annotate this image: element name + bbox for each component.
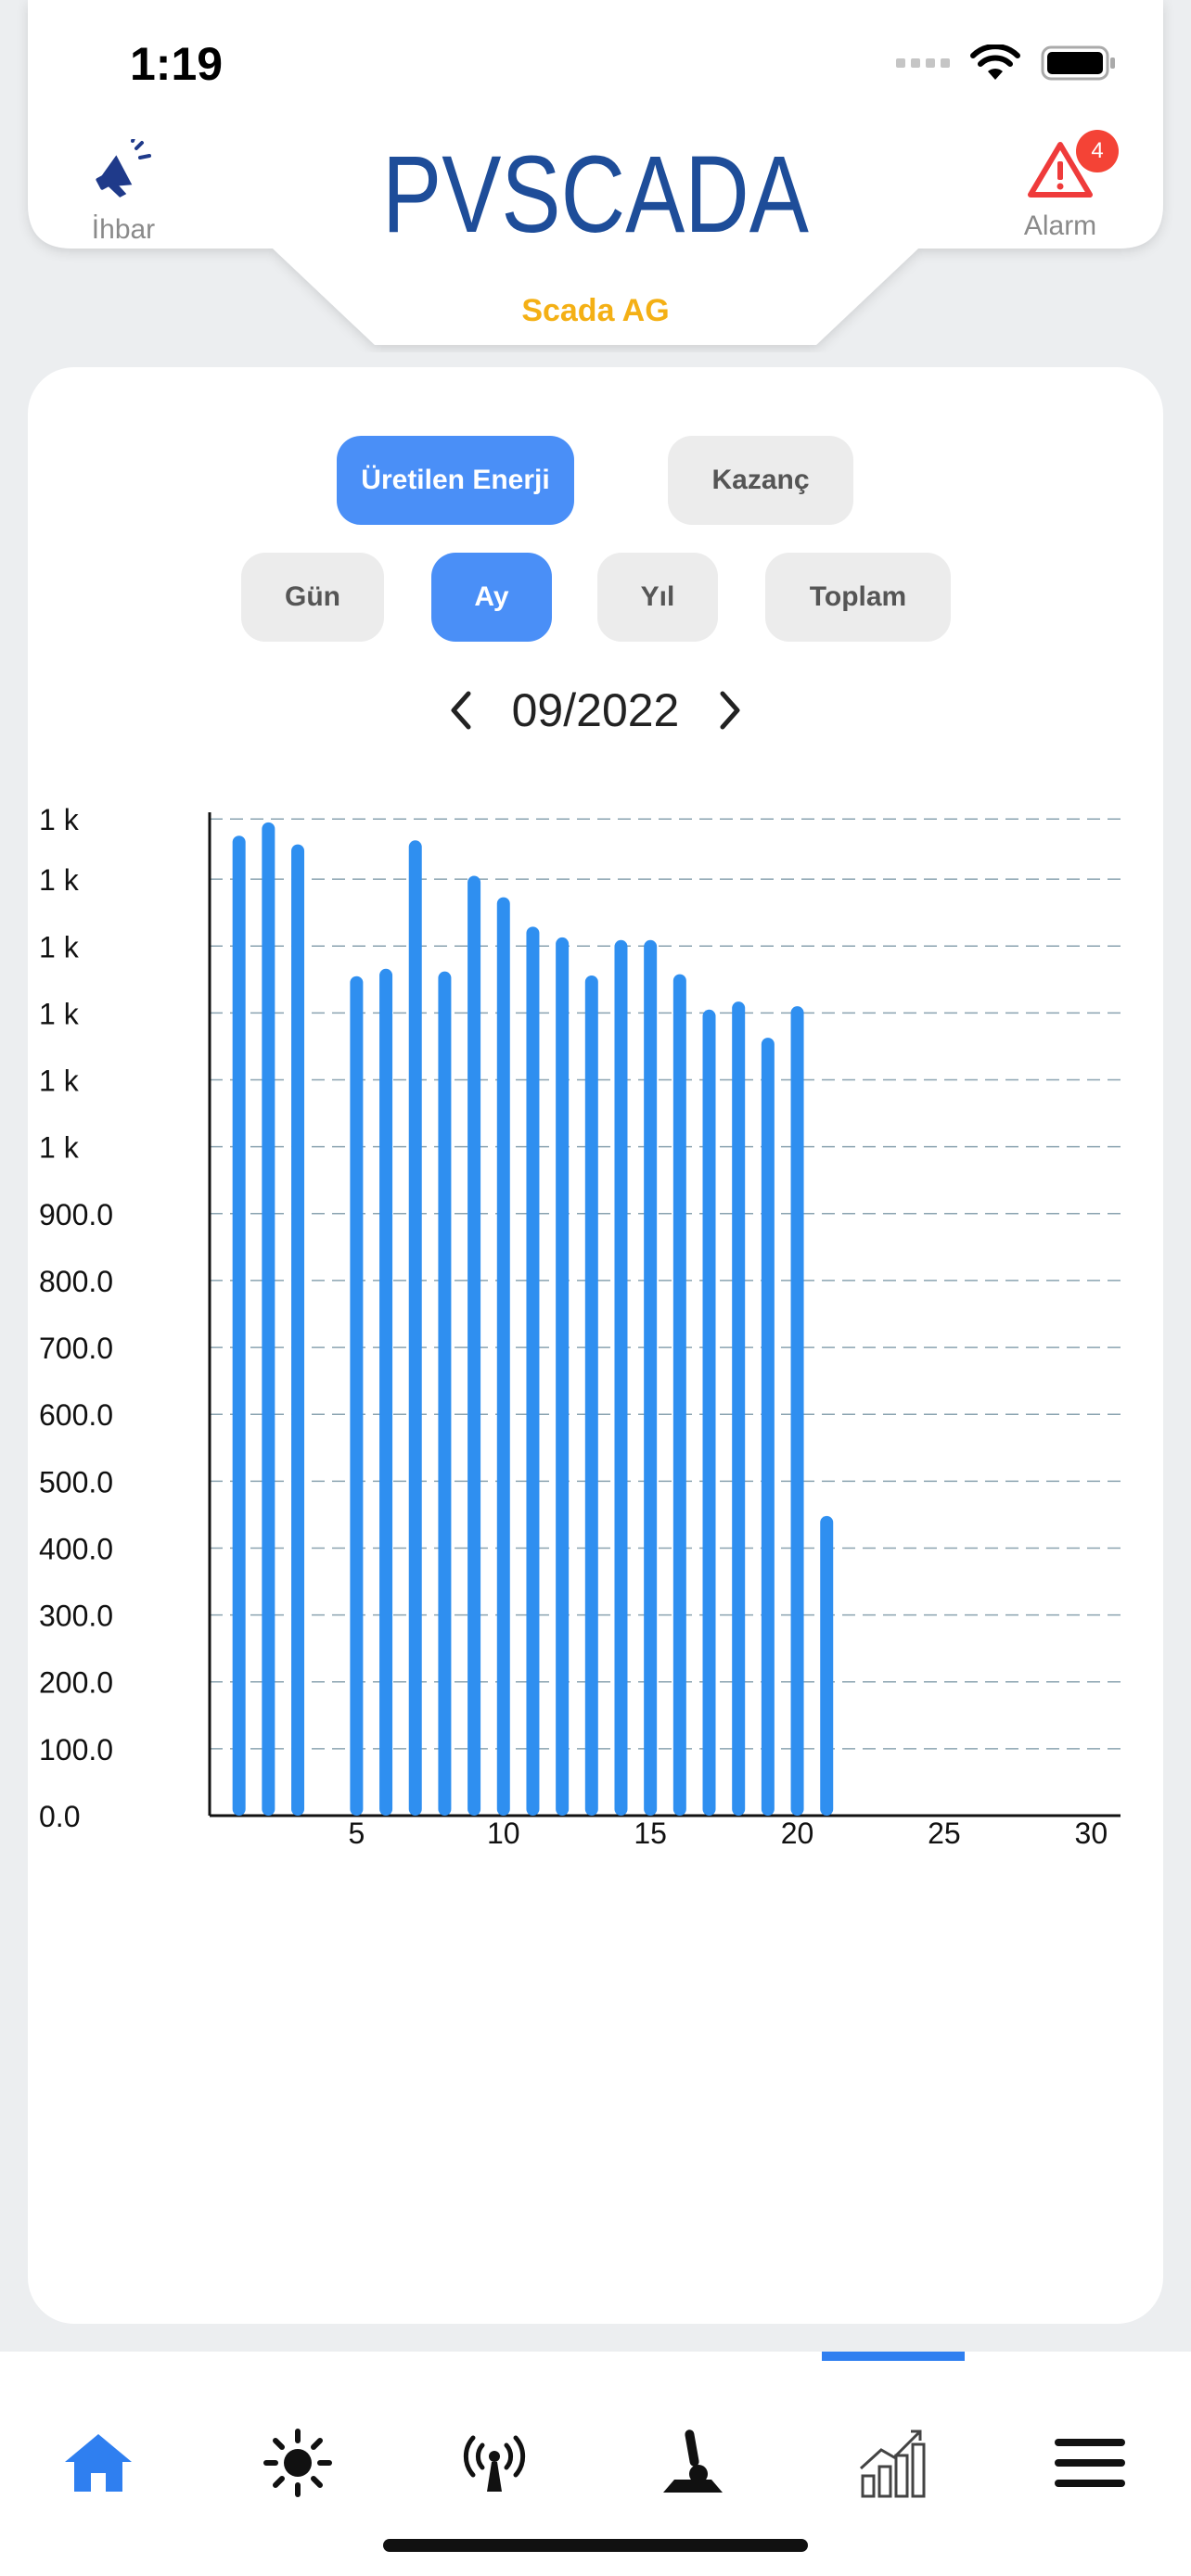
date-navigator: 09/2022	[28, 682, 1163, 757]
y-tick-label: 700.0	[39, 1332, 113, 1365]
status-icons	[896, 45, 1117, 82]
menu-icon	[1055, 2439, 1125, 2487]
y-tick-label: 900.0	[39, 1198, 113, 1231]
chevron-left-icon[interactable]	[442, 682, 480, 738]
bar-day-12	[556, 937, 570, 1816]
bar-day-5	[350, 976, 364, 1816]
joystick-icon	[663, 2429, 723, 2493]
svg-text:PVSCADA: PVSCADA	[382, 139, 809, 250]
bar-day-19	[761, 1038, 775, 1816]
period-gun[interactable]: Gün	[241, 553, 384, 642]
ihbar-button[interactable]: İhbar	[58, 134, 188, 246]
x-tick-label: 25	[928, 1817, 961, 1850]
y-tick-label: 200.0	[39, 1666, 113, 1700]
nav-home[interactable]	[43, 2417, 154, 2509]
period-ay[interactable]: Ay	[431, 553, 552, 642]
bar-day-10	[496, 897, 510, 1816]
y-tick-label: 1 k	[39, 803, 80, 836]
nav-reports[interactable]	[837, 2417, 948, 2509]
tab-uretilen-enerji[interactable]: Üretilen Enerji	[337, 436, 574, 525]
status-time: 1:19	[130, 38, 224, 90]
nav-control[interactable]	[637, 2417, 749, 2509]
y-tick-label: 800.0	[39, 1265, 113, 1298]
home-icon	[65, 2434, 132, 2492]
y-tick-label: 1 k	[39, 930, 80, 963]
energy-card: Üretilen Enerji Kazanç Gün Ay Yıl Toplam…	[28, 367, 1163, 2324]
y-tick-label: 1 k	[39, 1065, 80, 1098]
cellular-signal-icon	[896, 58, 950, 68]
antenna-icon	[463, 2435, 526, 2492]
bottom-navigation	[0, 2352, 1191, 2576]
y-tick-label: 300.0	[39, 1600, 113, 1633]
bar-day-18	[732, 1001, 746, 1816]
y-tick-label: 1 k	[39, 997, 80, 1030]
x-tick-label: 10	[487, 1817, 520, 1850]
period-toplam[interactable]: Toplam	[765, 553, 951, 642]
y-tick-label: 1 k	[39, 1131, 80, 1165]
wifi-icon	[970, 45, 1020, 80]
x-tick-label: 15	[634, 1817, 667, 1850]
plant-name[interactable]: Scada AG	[521, 293, 670, 328]
bar-day-2	[262, 822, 275, 1816]
bar-day-21	[820, 1515, 834, 1816]
alarm-count-badge: 4	[1076, 130, 1119, 172]
nav-menu[interactable]	[1034, 2417, 1146, 2509]
header-background	[28, 0, 1163, 345]
bar-day-14	[614, 939, 628, 1816]
y-tick-label: 100.0	[39, 1733, 113, 1766]
y-tick-label: 0.0	[39, 1800, 80, 1833]
bar-day-16	[672, 974, 686, 1816]
bar-day-8	[438, 971, 452, 1816]
chevron-right-icon[interactable]	[711, 682, 749, 738]
bar-day-13	[584, 976, 598, 1816]
bar-day-20	[790, 1006, 804, 1816]
bar-day-1	[232, 835, 246, 1817]
y-tick-label: 500.0	[39, 1465, 113, 1498]
y-tick-label: 1 k	[39, 863, 80, 897]
home-indicator	[383, 2539, 808, 2552]
nav-production[interactable]	[242, 2417, 353, 2509]
current-period: 09/2022	[511, 684, 680, 736]
bar-day-11	[526, 926, 540, 1816]
sun-icon	[263, 2429, 332, 2497]
y-tick-label: 600.0	[39, 1398, 113, 1432]
pvscada-logo: PVSCADA	[382, 139, 809, 250]
x-tick-label: 20	[781, 1817, 814, 1850]
nav-devices[interactable]	[439, 2417, 550, 2509]
alarm-button[interactable]: 4 Alarm	[995, 130, 1125, 242]
bar-day-7	[408, 840, 422, 1816]
x-tick-label: 30	[1075, 1817, 1108, 1850]
y-tick-label: 400.0	[39, 1532, 113, 1565]
warning-icon	[1028, 142, 1093, 198]
x-tick-label: 5	[348, 1817, 365, 1850]
header: 1:19 İhbar PVSCADA	[0, 0, 1191, 352]
period-yil[interactable]: Yıl	[597, 553, 718, 642]
tab-kazanc[interactable]: Kazanç	[668, 436, 853, 525]
battery-icon	[1041, 45, 1115, 81]
bar-day-3	[291, 844, 305, 1816]
megaphone-icon	[96, 134, 151, 198]
alarm-label: Alarm	[1023, 210, 1097, 241]
bar-day-6	[379, 968, 393, 1816]
chart-icon	[859, 2429, 926, 2498]
energy-bar-chart: 0.0 100.0 200.0 300.0 400.0 500.0 600.0 700.0 80…	[39, 803, 1121, 1850]
bar-day-15	[644, 939, 658, 1816]
bar-day-17	[702, 1009, 716, 1816]
active-tab-indicator	[822, 2352, 965, 2361]
ihbar-label: İhbar	[91, 214, 156, 245]
bar-day-9	[467, 875, 481, 1816]
